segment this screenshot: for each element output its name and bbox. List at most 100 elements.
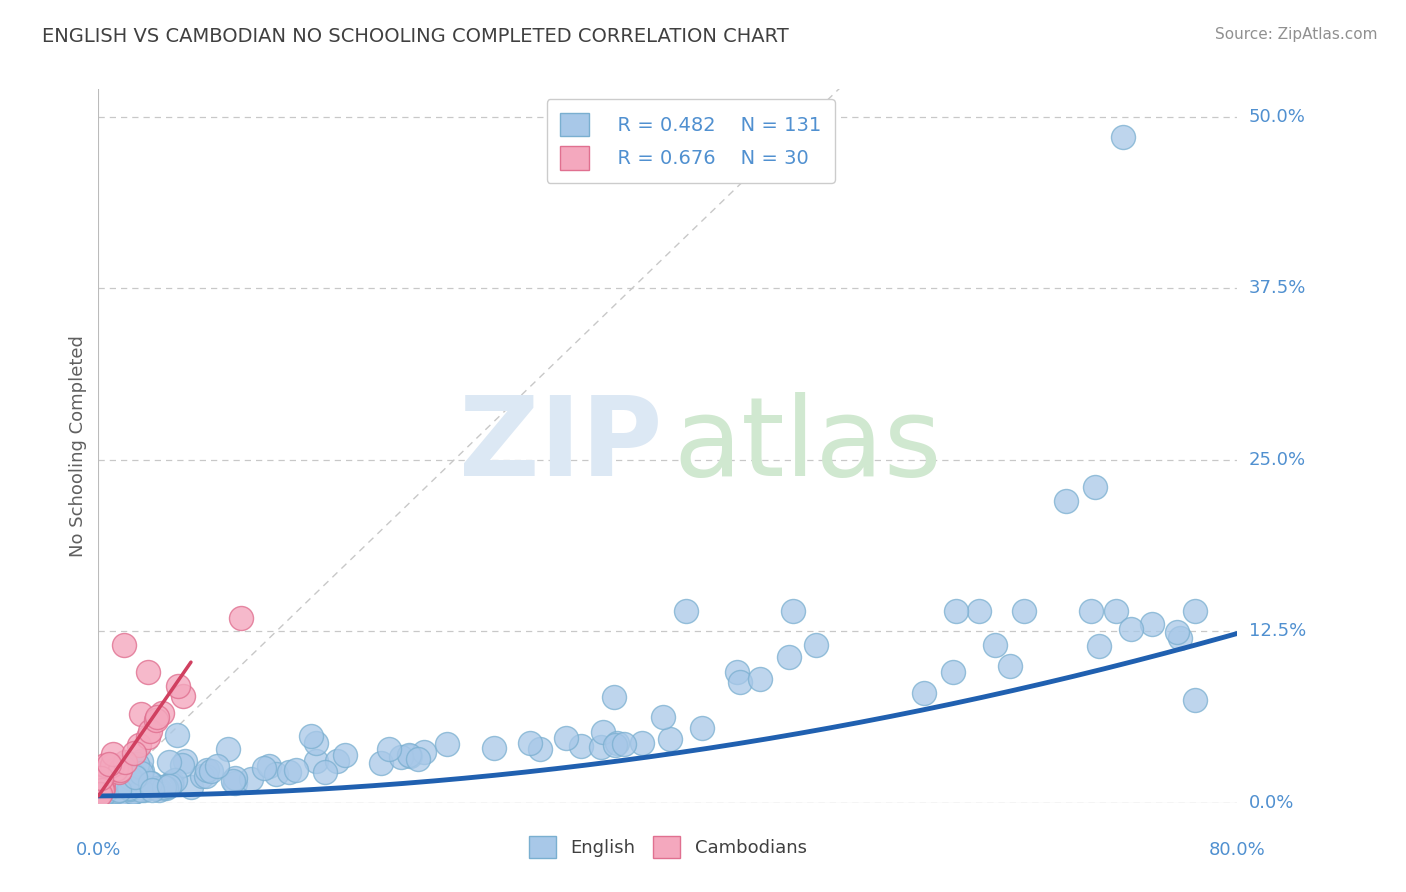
- Point: [93, 786, 115, 800]
- Point: [118, 780, 141, 794]
- Point: [1170, 631, 1192, 645]
- Point: [157, 755, 180, 769]
- Point: [145, 713, 167, 727]
- Legend: English, Cambodians: English, Cambodians: [522, 829, 814, 865]
- Point: [146, 710, 169, 724]
- Point: [155, 781, 177, 796]
- Point: [555, 731, 578, 746]
- Point: [224, 775, 246, 789]
- Point: [160, 775, 183, 789]
- Point: [299, 729, 322, 743]
- Point: [100, 768, 122, 782]
- Point: [107, 764, 129, 779]
- Point: [659, 731, 682, 746]
- Point: [782, 604, 804, 618]
- Point: [89, 775, 111, 789]
- Point: [314, 765, 336, 780]
- Point: [1184, 693, 1206, 707]
- Point: [129, 765, 152, 780]
- Point: [128, 739, 150, 753]
- Point: [806, 639, 828, 653]
- Point: [690, 721, 713, 735]
- Point: [529, 742, 551, 756]
- Point: [592, 724, 614, 739]
- Point: [606, 736, 628, 750]
- Point: [97, 757, 120, 772]
- Point: [224, 772, 246, 786]
- Point: [132, 783, 155, 797]
- Point: [370, 756, 392, 770]
- Point: [1166, 625, 1188, 640]
- Point: [229, 611, 252, 625]
- Point: [96, 778, 118, 792]
- Point: [194, 769, 217, 783]
- Point: [89, 787, 111, 801]
- Point: [139, 776, 162, 790]
- Point: [912, 686, 935, 700]
- Text: 50.0%: 50.0%: [1249, 108, 1306, 126]
- Point: [107, 787, 129, 801]
- Point: [217, 742, 239, 756]
- Point: [748, 672, 770, 686]
- Point: [945, 604, 967, 618]
- Text: 80.0%: 80.0%: [1209, 841, 1265, 859]
- Point: [165, 773, 187, 788]
- Point: [195, 764, 218, 778]
- Point: [222, 773, 245, 788]
- Point: [103, 759, 125, 773]
- Point: [436, 737, 458, 751]
- Point: [285, 763, 308, 777]
- Point: [103, 781, 125, 796]
- Text: ENGLISH VS CAMBODIAN NO SCHOOLING COMPLETED CORRELATION CHART: ENGLISH VS CAMBODIAN NO SCHOOLING COMPLE…: [42, 27, 789, 45]
- Point: [138, 776, 160, 790]
- Point: [172, 690, 194, 704]
- Point: [105, 769, 128, 783]
- Point: [675, 604, 697, 618]
- Point: [101, 782, 124, 797]
- Point: [305, 736, 328, 750]
- Text: 12.5%: 12.5%: [1249, 623, 1306, 640]
- Point: [141, 782, 163, 797]
- Point: [89, 783, 111, 797]
- Point: [398, 747, 420, 762]
- Point: [136, 731, 159, 745]
- Point: [278, 765, 301, 780]
- Point: [191, 769, 214, 783]
- Point: [1121, 622, 1143, 636]
- Point: [239, 772, 262, 787]
- Point: [998, 658, 1021, 673]
- Point: [136, 665, 159, 680]
- Point: [984, 638, 1007, 652]
- Point: [264, 766, 287, 780]
- Point: [1088, 639, 1111, 653]
- Point: [1105, 604, 1128, 618]
- Point: [89, 789, 111, 803]
- Point: [166, 679, 188, 693]
- Point: [125, 756, 148, 771]
- Point: [603, 738, 626, 752]
- Point: [124, 770, 146, 784]
- Point: [124, 769, 146, 783]
- Text: 37.5%: 37.5%: [1249, 279, 1306, 297]
- Point: [91, 765, 114, 780]
- Point: [159, 777, 181, 791]
- Point: [603, 690, 626, 704]
- Point: [112, 764, 135, 779]
- Point: [150, 706, 173, 721]
- Text: atlas: atlas: [673, 392, 942, 500]
- Point: [166, 727, 188, 741]
- Point: [305, 754, 328, 768]
- Point: [170, 758, 193, 772]
- Point: [152, 780, 174, 795]
- Point: [406, 752, 429, 766]
- Point: [326, 754, 349, 768]
- Point: [121, 784, 143, 798]
- Point: [105, 762, 128, 776]
- Point: [91, 781, 114, 796]
- Point: [173, 754, 195, 768]
- Point: [90, 782, 112, 797]
- Point: [124, 747, 146, 761]
- Point: [129, 706, 152, 721]
- Point: [98, 780, 121, 794]
- Point: [114, 774, 136, 789]
